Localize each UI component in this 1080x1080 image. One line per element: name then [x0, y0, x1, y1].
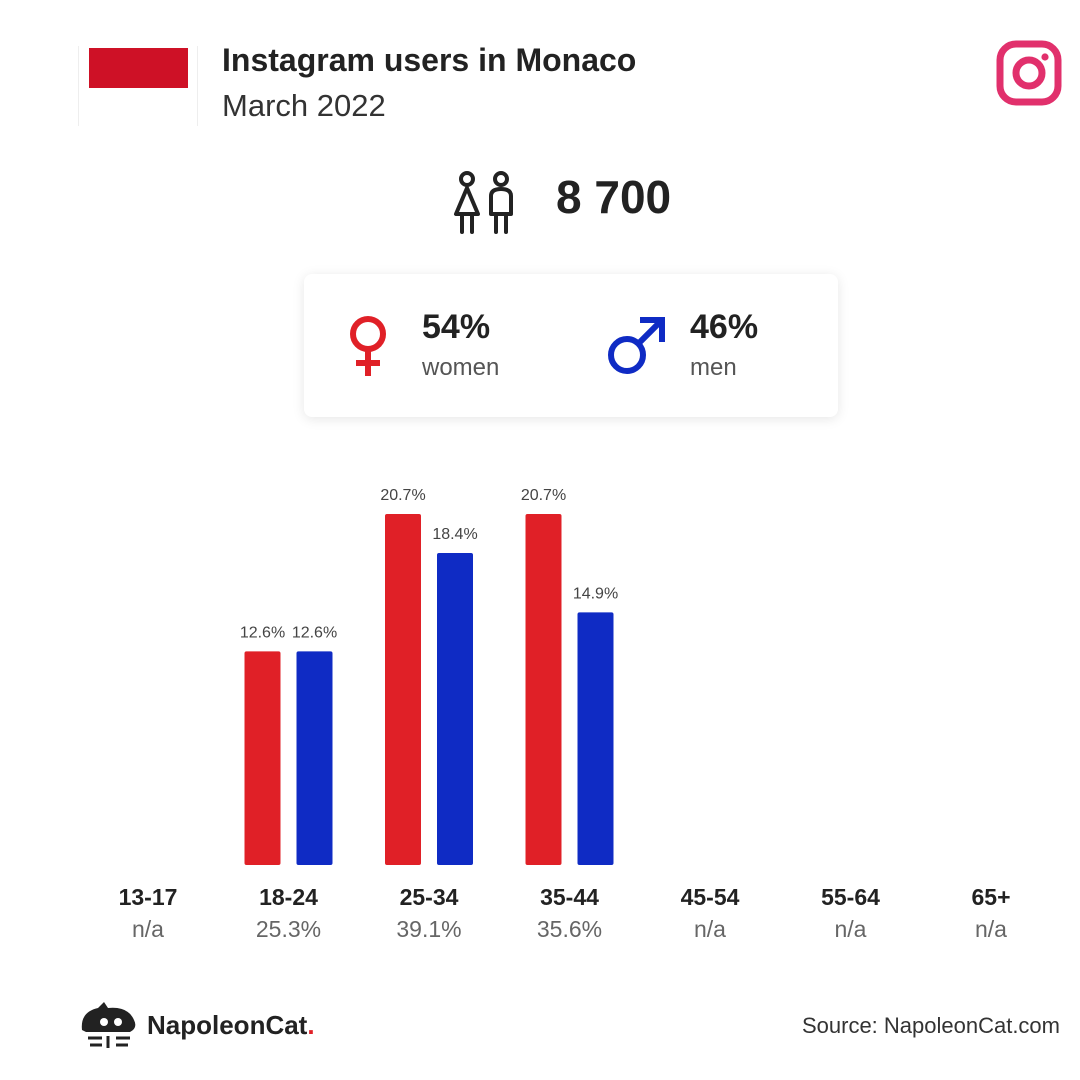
brand-name: NapoleonCat.	[147, 1010, 315, 1041]
men-percentage: 46%	[690, 308, 759, 346]
monaco-flag-icon	[78, 46, 198, 126]
female-symbol-icon	[350, 316, 386, 376]
bar-women-18-24	[244, 651, 281, 865]
instagram-icon	[996, 40, 1062, 106]
age-group-share: n/a	[834, 916, 867, 942]
bar-men-25-34	[437, 553, 473, 865]
bar-men-35-44	[577, 612, 614, 865]
age-group-label: 25-34	[399, 884, 459, 910]
data-label-men-25-34: 18.4%	[432, 526, 477, 543]
people-icon	[454, 171, 513, 234]
data-label-men-18-24: 12.6%	[292, 624, 337, 641]
brand-dot: .	[307, 1010, 315, 1040]
bar-men-18-24	[296, 651, 333, 865]
age-gender-bar-chart: 12.6% 12.6% 20.7% 18.4% 20.7% 14.9%	[240, 487, 618, 865]
age-group-share: n/a	[975, 916, 1007, 942]
age-group-label: 13-17	[118, 884, 178, 910]
data-label-women-35-44: 20.7%	[521, 487, 566, 504]
age-group-share: n/a	[694, 916, 726, 942]
age-group-share: 35.6%	[536, 916, 603, 942]
age-group-label: 55-64	[821, 884, 880, 910]
flag-red-stripe	[89, 48, 188, 88]
page-subtitle: March 2022	[222, 88, 386, 123]
age-group-label: 35-44	[540, 884, 599, 910]
age-group-label: 65+	[971, 884, 1011, 910]
age-group-share: 25.3%	[255, 916, 322, 942]
brand-name-text: NapoleonCat	[147, 1010, 308, 1040]
data-label-women-25-34: 20.7%	[380, 487, 425, 504]
data-label-men-35-44: 14.9%	[573, 585, 618, 602]
male-symbol-icon	[608, 317, 665, 374]
age-group-share: n/a	[132, 916, 164, 942]
age-group-share: 39.1%	[396, 916, 462, 942]
men-label: men	[690, 354, 737, 381]
age-group-label: 18-24	[259, 884, 318, 910]
bar-women-35-44	[525, 514, 562, 865]
gender-split-card: 54% women 46% men	[304, 274, 838, 417]
data-label-women-18-24: 12.6%	[240, 624, 285, 641]
women-percentage: 54%	[422, 308, 491, 346]
total-users-value: 8 700	[556, 171, 672, 223]
women-label: women	[422, 354, 500, 381]
napoleoncat-logo-icon	[81, 1002, 136, 1048]
age-group-label: 45-54	[680, 884, 740, 910]
bar-women-25-34	[385, 514, 421, 865]
page-title: Instagram users in Monaco	[222, 42, 637, 78]
source-credit: Source: NapoleonCat.com	[801, 1013, 1060, 1038]
